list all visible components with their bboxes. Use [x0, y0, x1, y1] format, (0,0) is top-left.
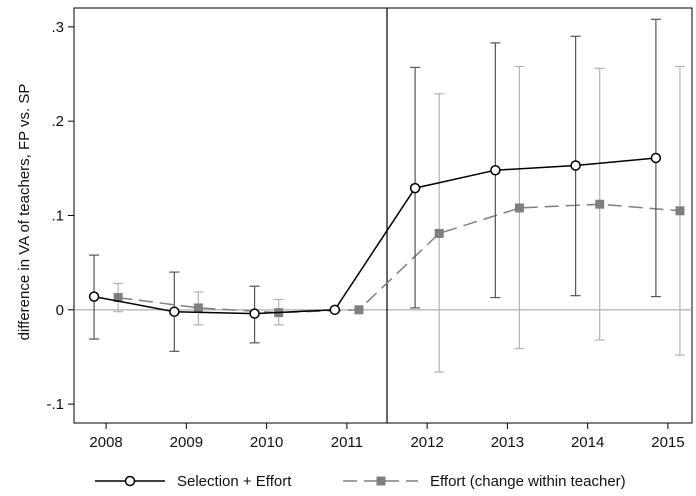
data-point-selection-effort [249, 308, 260, 319]
legend-label-effort-within: Effort (change within teacher) [430, 473, 626, 490]
plot-area: -.1 0 .1 .2 .3 2008 2009 2010 2011 2012 2013 2014 20… [46, 7, 693, 451]
y-tick-label: .3 [51, 19, 64, 36]
x-tick-label: 2010 [250, 434, 283, 451]
data-point-selection-effort [88, 291, 100, 302]
data-point-effort-within [113, 293, 123, 303]
series-line-selection-effort [93, 157, 656, 315]
data-point-selection-effort [409, 182, 421, 194]
data-point-selection-effort [169, 306, 180, 317]
y-tick-label: 0 [56, 302, 64, 319]
data-point-effort-within [675, 206, 685, 216]
legend-marker-selection-effort [124, 475, 136, 487]
y-tick-label: -.1 [46, 396, 64, 413]
x-tick-label: 2011 [331, 434, 363, 451]
legend: Selection + Effort Effort (change within … [95, 473, 626, 490]
y-axis-label: difference in VA of teachers, FP vs. SP [16, 84, 33, 341]
y-tick-label: .2 [51, 113, 64, 130]
data-point-effort-within [354, 305, 364, 315]
data-point-effort-within [434, 228, 444, 238]
data-point-effort-within [595, 199, 605, 209]
data-point-selection-effort [329, 304, 341, 316]
x-tick-label: 2012 [410, 434, 443, 451]
legend-marker-effort-within [376, 476, 386, 486]
x-tick-label: 2013 [491, 434, 524, 451]
data-point-effort-within [193, 303, 203, 313]
series-line-effort-within [118, 203, 681, 314]
y-tick-label: .1 [51, 208, 64, 225]
x-tick-label: 2015 [651, 434, 684, 451]
data-point-selection-effort [570, 160, 581, 171]
data-point-selection-effort [650, 152, 662, 164]
x-tick-label: 2008 [89, 434, 122, 451]
x-tick-label: 2014 [571, 434, 604, 451]
x-tick-label: 2009 [170, 434, 203, 451]
legend-label-selection-effort: Selection + Effort [177, 473, 292, 490]
data-point-effort-within [514, 203, 524, 213]
data-point-selection-effort [490, 164, 501, 176]
